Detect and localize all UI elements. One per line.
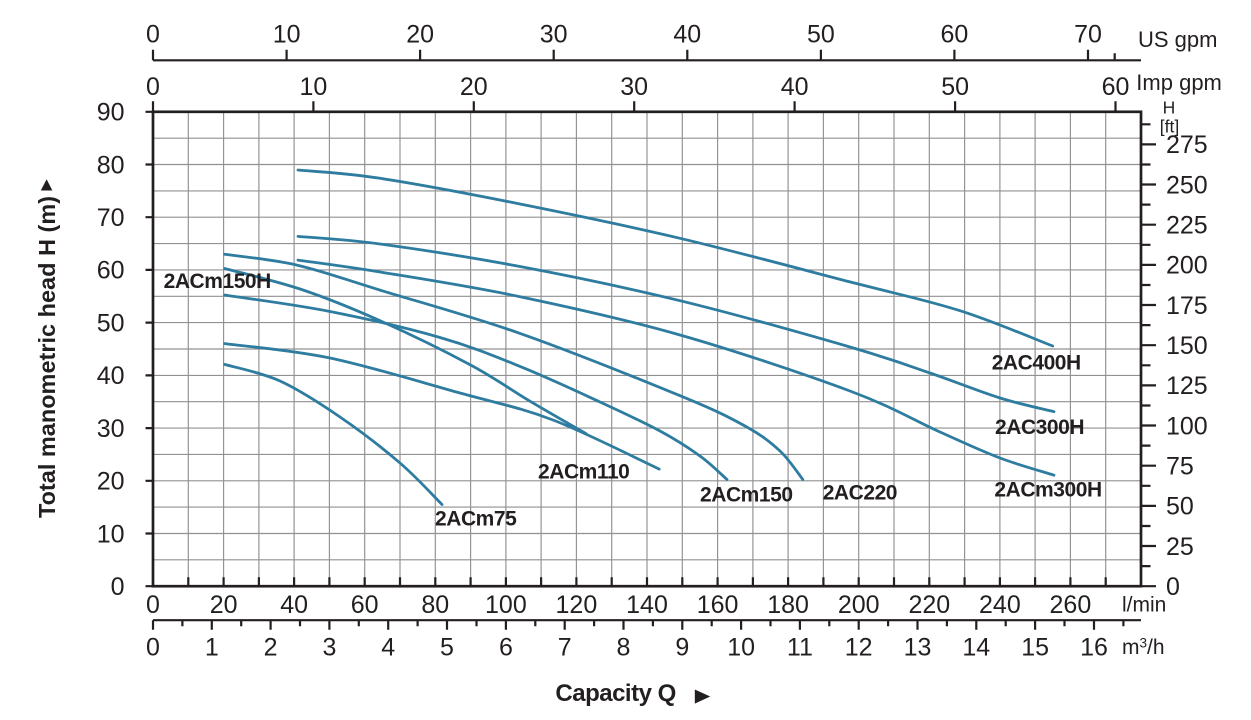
- svg-text:5: 5: [440, 633, 454, 661]
- svg-text:40: 40: [280, 591, 308, 619]
- svg-text:60: 60: [940, 20, 968, 48]
- svg-text:125: 125: [1166, 372, 1208, 400]
- svg-text:13: 13: [904, 633, 932, 661]
- svg-text:7: 7: [558, 633, 572, 661]
- svg-text:250: 250: [1166, 171, 1208, 199]
- svg-text:20: 20: [97, 468, 125, 496]
- svg-text:2AC400H: 2AC400H: [992, 351, 1081, 374]
- svg-text:10: 10: [299, 73, 327, 101]
- svg-text:9: 9: [675, 633, 689, 661]
- svg-text:20: 20: [460, 73, 488, 101]
- svg-text:40: 40: [97, 362, 125, 390]
- svg-text:10: 10: [97, 520, 125, 548]
- svg-text:50: 50: [941, 73, 969, 101]
- svg-text:120: 120: [556, 591, 598, 619]
- svg-text:40: 40: [673, 20, 701, 48]
- svg-text:14: 14: [962, 633, 990, 661]
- svg-text:90: 90: [97, 99, 125, 127]
- svg-text:H: H: [1163, 97, 1176, 117]
- svg-text:30: 30: [97, 415, 125, 443]
- svg-text:2ACm300H: 2ACm300H: [994, 479, 1101, 502]
- svg-text:160: 160: [697, 591, 739, 619]
- svg-text:0: 0: [146, 591, 160, 619]
- svg-text:US gpm: US gpm: [1138, 27, 1217, 52]
- svg-text:70: 70: [97, 204, 125, 232]
- svg-text:50: 50: [807, 20, 835, 48]
- svg-text:225: 225: [1166, 212, 1208, 240]
- svg-text:60: 60: [97, 257, 125, 285]
- svg-text:240: 240: [979, 591, 1021, 619]
- svg-text:[ft]: [ft]: [1160, 116, 1179, 136]
- svg-text:11: 11: [787, 633, 813, 661]
- svg-text:50: 50: [97, 309, 125, 337]
- svg-text:2ACm150H: 2ACm150H: [164, 270, 271, 293]
- svg-text:220: 220: [908, 591, 950, 619]
- svg-text:0: 0: [146, 73, 160, 101]
- svg-text:150: 150: [1166, 332, 1208, 360]
- svg-text:0: 0: [1166, 573, 1180, 601]
- svg-text:0: 0: [146, 633, 160, 661]
- svg-text:20: 20: [406, 20, 434, 48]
- svg-text:175: 175: [1166, 292, 1208, 320]
- svg-text:80: 80: [97, 151, 125, 179]
- svg-text:275: 275: [1166, 131, 1208, 159]
- svg-text:0: 0: [146, 20, 160, 48]
- svg-text:12: 12: [845, 633, 873, 661]
- svg-text:100: 100: [1166, 412, 1208, 440]
- svg-text:80: 80: [421, 591, 449, 619]
- svg-text:180: 180: [767, 591, 809, 619]
- svg-text:140: 140: [626, 591, 668, 619]
- svg-text:Capacity Q: Capacity Q: [555, 680, 675, 707]
- svg-text:8: 8: [617, 633, 631, 661]
- svg-text:10: 10: [727, 633, 755, 661]
- svg-text:6: 6: [499, 633, 513, 661]
- svg-text:60: 60: [351, 591, 379, 619]
- svg-text:70: 70: [1074, 20, 1102, 48]
- svg-text:75: 75: [1166, 453, 1194, 481]
- svg-text:2ACm110: 2ACm110: [538, 460, 629, 483]
- svg-text:2ACm75: 2ACm75: [435, 508, 517, 531]
- svg-text:2AC300H: 2AC300H: [995, 416, 1084, 439]
- svg-text:4: 4: [381, 633, 395, 661]
- svg-text:2: 2: [264, 633, 278, 661]
- svg-text:0: 0: [111, 573, 125, 601]
- svg-text:1: 1: [205, 633, 219, 661]
- svg-text:200: 200: [1166, 252, 1208, 280]
- svg-text:50: 50: [1166, 493, 1194, 521]
- svg-text:100: 100: [485, 591, 527, 619]
- svg-text:3: 3: [322, 633, 336, 661]
- svg-text:30: 30: [540, 20, 568, 48]
- svg-text:260: 260: [1050, 591, 1092, 619]
- svg-text:30: 30: [620, 73, 648, 101]
- svg-text:m3/h: m3/h: [1122, 635, 1165, 659]
- svg-text:2AC220: 2AC220: [823, 481, 897, 504]
- svg-text:25: 25: [1166, 533, 1194, 561]
- svg-text:Total manometric head H (m): Total manometric head H (m): [34, 196, 60, 518]
- svg-text:15: 15: [1021, 633, 1049, 661]
- svg-text:10: 10: [273, 20, 301, 48]
- svg-text:60: 60: [1102, 73, 1130, 101]
- svg-text:200: 200: [838, 591, 880, 619]
- svg-text:20: 20: [210, 591, 238, 619]
- svg-text:16: 16: [1080, 633, 1108, 661]
- svg-text:2ACm150: 2ACm150: [700, 483, 793, 506]
- svg-text:40: 40: [781, 73, 809, 101]
- svg-text:l/min: l/min: [1122, 594, 1166, 617]
- svg-text:Imp gpm: Imp gpm: [1136, 70, 1222, 95]
